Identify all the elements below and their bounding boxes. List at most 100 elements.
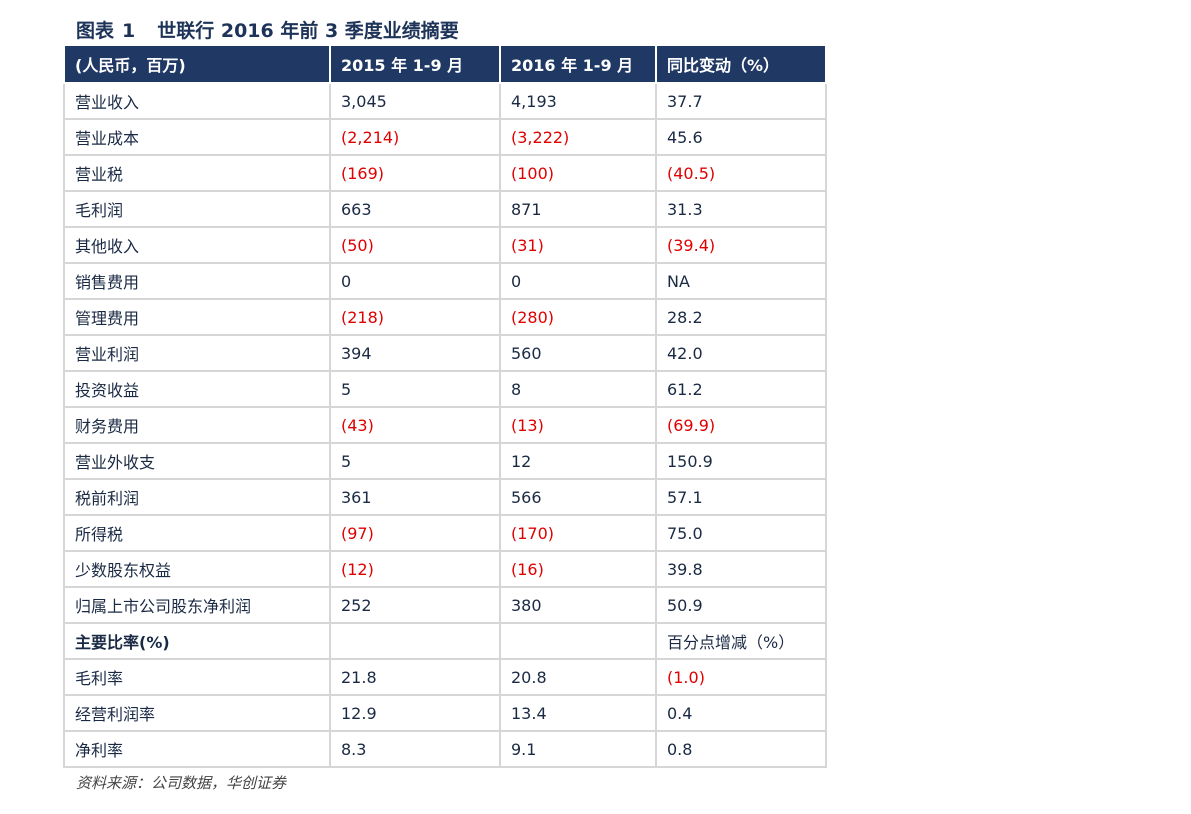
row-label: 归属上市公司股东净利润: [63, 586, 331, 624]
row-label: 其他收入: [63, 226, 331, 264]
table-row: 营业成本 (2,214) (3,222) 45.6: [63, 118, 827, 156]
table-row: 净利率 8.3 9.1 0.8: [63, 730, 827, 768]
financial-summary-table: (人民币，百万) 2015 年 1-9 月 2016 年 1-9 月 同比变动（…: [63, 46, 827, 768]
row-label: 营业成本: [63, 118, 331, 156]
row-label: 税前利润: [63, 478, 331, 516]
cell-change: 28.2: [655, 298, 827, 336]
cell-change: 百分点增减（%）: [655, 622, 827, 660]
header-2015: 2015 年 1-9 月: [329, 46, 501, 84]
cell-change: 37.7: [655, 82, 827, 120]
row-label: 毛利率: [63, 658, 331, 696]
cell-change: 42.0: [655, 334, 827, 372]
cell-2015: 663: [329, 190, 501, 228]
cell-change: 61.2: [655, 370, 827, 408]
header-2016: 2016 年 1-9 月: [499, 46, 657, 84]
row-label: 营业税: [63, 154, 331, 192]
cell-change: 0.4: [655, 694, 827, 732]
cell-change: 75.0: [655, 514, 827, 552]
cell-2015: 361: [329, 478, 501, 516]
table-row: 少数股东权益 (12) (16) 39.8: [63, 550, 827, 588]
header-unit: (人民币，百万): [63, 46, 331, 84]
cell-change: NA: [655, 262, 827, 300]
row-label: 主要比率(%): [63, 622, 331, 660]
cell-2016: 560: [499, 334, 657, 372]
cell-2016: (3,222): [499, 118, 657, 156]
table-row: 财务费用 (43) (13) (69.9): [63, 406, 827, 444]
cell-2016: 12: [499, 442, 657, 480]
cell-2015: 3,045: [329, 82, 501, 120]
row-label: 营业外收支: [63, 442, 331, 480]
cell-2015: (50): [329, 226, 501, 264]
cell-2016: 13.4: [499, 694, 657, 732]
cell-2016: [499, 622, 657, 660]
row-label: 投资收益: [63, 370, 331, 408]
table-row: 毛利率 21.8 20.8 (1.0): [63, 658, 827, 696]
cell-2016: (13): [499, 406, 657, 444]
cell-2015: (12): [329, 550, 501, 588]
figure-label: 图表: [76, 20, 115, 42]
figure-title-text: 世联行 2016 年前 3 季度业绩摘要: [157, 20, 459, 42]
cell-change: (69.9): [655, 406, 827, 444]
table-row: 营业利润 394 560 42.0: [63, 334, 827, 372]
row-label: 所得税: [63, 514, 331, 552]
row-label: 经营利润率: [63, 694, 331, 732]
cell-2016: (100): [499, 154, 657, 192]
table-body: 营业收入 3,045 4,193 37.7 营业成本 (2,214) (3,222) 45.6…: [63, 82, 827, 768]
table-header-row: (人民币，百万) 2015 年 1-9 月 2016 年 1-9 月 同比变动（…: [63, 46, 827, 84]
cell-2016: 8: [499, 370, 657, 408]
row-label: 少数股东权益: [63, 550, 331, 588]
cell-change: (40.5): [655, 154, 827, 192]
cell-change: 0.8: [655, 730, 827, 768]
row-label: 毛利润: [63, 190, 331, 228]
cell-change: 50.9: [655, 586, 827, 624]
cell-2016: (16): [499, 550, 657, 588]
cell-change: (39.4): [655, 226, 827, 264]
table-row: 销售费用 0 0 NA: [63, 262, 827, 300]
cell-2016: 0: [499, 262, 657, 300]
cell-2015: (2,214): [329, 118, 501, 156]
cell-2016: (280): [499, 298, 657, 336]
cell-2016: 380: [499, 586, 657, 624]
table-row: 税前利润 361 566 57.1: [63, 478, 827, 516]
cell-2015: (43): [329, 406, 501, 444]
cell-2016: (170): [499, 514, 657, 552]
cell-change: 150.9: [655, 442, 827, 480]
cell-2016: 566: [499, 478, 657, 516]
cell-2015: 21.8: [329, 658, 501, 696]
table-row: 毛利润 663 871 31.3: [63, 190, 827, 228]
cell-2015: [329, 622, 501, 660]
source-note: 资料来源：公司数据，华创证券: [76, 774, 287, 792]
row-label: 营业收入: [63, 82, 331, 120]
cell-2015: (169): [329, 154, 501, 192]
cell-2016: 20.8: [499, 658, 657, 696]
cell-change: 45.6: [655, 118, 827, 156]
table-row: 营业收入 3,045 4,193 37.7: [63, 82, 827, 120]
table-row: 所得税 (97) (170) 75.0: [63, 514, 827, 552]
figure-title: 图表 1 世联行 2016 年前 3 季度业绩摘要: [76, 18, 459, 44]
cell-change: 57.1: [655, 478, 827, 516]
cell-change: (1.0): [655, 658, 827, 696]
cell-2015: 394: [329, 334, 501, 372]
cell-2015: (97): [329, 514, 501, 552]
cell-2015: 0: [329, 262, 501, 300]
table-row: 主要比率(%) 百分点增减（%）: [63, 622, 827, 660]
table-row: 经营利润率 12.9 13.4 0.4: [63, 694, 827, 732]
table-row: 管理费用 (218) (280) 28.2: [63, 298, 827, 336]
table-row: 投资收益 5 8 61.2: [63, 370, 827, 408]
cell-2016: 4,193: [499, 82, 657, 120]
cell-change: 31.3: [655, 190, 827, 228]
cell-2015: 5: [329, 442, 501, 480]
row-label: 净利率: [63, 730, 331, 768]
cell-2015: 5: [329, 370, 501, 408]
cell-2015: 12.9: [329, 694, 501, 732]
table-row: 营业税 (169) (100) (40.5): [63, 154, 827, 192]
row-label: 管理费用: [63, 298, 331, 336]
cell-change: 39.8: [655, 550, 827, 588]
cell-2015: 252: [329, 586, 501, 624]
cell-2016: (31): [499, 226, 657, 264]
header-change: 同比变动（%）: [655, 46, 827, 84]
cell-2015: (218): [329, 298, 501, 336]
figure-number: 1: [122, 20, 136, 42]
table-row: 营业外收支 5 12 150.9: [63, 442, 827, 480]
row-label: 销售费用: [63, 262, 331, 300]
